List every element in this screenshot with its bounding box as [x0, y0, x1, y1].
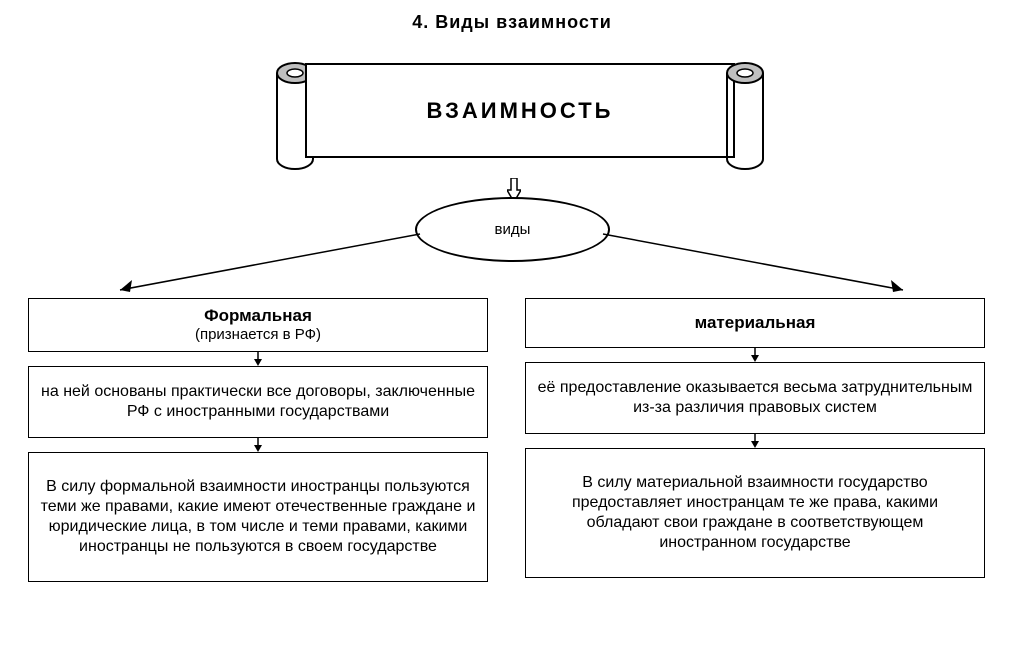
scroll-roll-right-icon: [725, 61, 765, 161]
right-column: материальная её предоставление оказывает…: [525, 298, 985, 578]
right-bot-box: В силу материальной взаимности государст…: [525, 448, 985, 578]
arrow-ellipse-to-left-icon: [100, 232, 425, 302]
left-column: Формальная (признается в РФ) на ней осно…: [28, 298, 488, 582]
left-head-sub: (признается в РФ): [39, 326, 477, 345]
right-head-title: материальная: [536, 312, 974, 333]
left-mid-text: на ней основаны практически все договоры…: [39, 382, 477, 422]
right-mid-text: её предоставление оказывается весьма зат…: [536, 378, 974, 418]
types-ellipse: виды: [415, 197, 610, 262]
scroll-body: ВЗАИМНОСТЬ: [305, 63, 735, 158]
arrow-right-2-icon: [525, 434, 985, 448]
arrow-left-1-icon: [28, 352, 488, 366]
right-mid-box: её предоставление оказывается весьма зат…: [525, 362, 985, 434]
right-head-box: материальная: [525, 298, 985, 348]
left-head-box: Формальная (признается в РФ): [28, 298, 488, 352]
scroll-title: ВЗАИМНОСТЬ: [427, 98, 614, 124]
page-title: 4. Виды взаимности: [0, 0, 1024, 41]
left-bot-text: В силу формальной взаимности иностранцы …: [39, 477, 477, 557]
arrow-ellipse-to-right-icon: [598, 232, 923, 302]
ellipse-label: виды: [495, 221, 531, 238]
scroll-banner: ВЗАИМНОСТЬ: [275, 55, 765, 175]
left-bot-box: В силу формальной взаимности иностранцы …: [28, 452, 488, 582]
arrow-left-2-icon: [28, 438, 488, 452]
left-mid-box: на ней основаны практически все договоры…: [28, 366, 488, 438]
right-bot-text: В силу материальной взаимности государст…: [536, 473, 974, 553]
arrow-right-1-icon: [525, 348, 985, 362]
left-head-title: Формальная: [39, 305, 477, 326]
